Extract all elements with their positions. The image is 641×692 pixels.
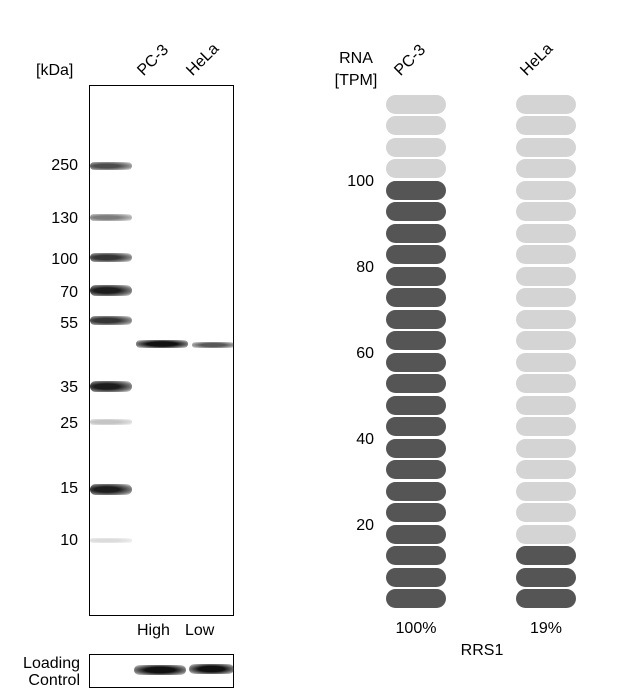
ladder-band <box>90 285 132 296</box>
ladder-band <box>90 253 132 262</box>
ladder-band <box>90 538 132 543</box>
rna-tpm-pill <box>386 309 446 329</box>
rna-tpm-pill <box>516 567 576 587</box>
kda-unit-label: [kDa] <box>36 62 74 79</box>
rna-tpm-pill <box>386 352 446 372</box>
rna-tpm-pill <box>386 524 446 544</box>
ladder-band <box>90 214 132 221</box>
rna-tick-80: 80 <box>356 259 374 276</box>
rna-tpm-pill <box>386 567 446 587</box>
rna-tpm-pill <box>516 202 576 221</box>
pc3-protein-band <box>136 340 188 348</box>
ladder-band <box>90 162 132 170</box>
rna-tpm-pill <box>516 546 576 565</box>
rna-tpm-pill <box>386 202 446 221</box>
rna-tpm-pill <box>386 546 446 565</box>
rna-tpm-pill <box>516 524 576 544</box>
rna-tpm-pill <box>386 481 446 501</box>
rna-axis-title-line2: [TPM] <box>334 72 378 89</box>
rna-tpm-pill <box>516 481 576 501</box>
rna-axis-title-line1: RNA <box>339 50 373 67</box>
lane-label-hela: HeLa <box>183 40 223 80</box>
pc3-loading-band <box>134 665 186 675</box>
western-blot-panel <box>89 85 234 616</box>
rna-tpm-pill <box>386 94 446 114</box>
mw-marker-15: 15 <box>60 480 78 497</box>
hela-protein-band <box>192 342 234 348</box>
loading-control-panel <box>89 654 234 688</box>
rna-tpm-pill <box>386 503 446 522</box>
rna-tpm-pill <box>516 223 576 243</box>
rna-tpm-pill <box>386 137 446 157</box>
rna-tpm-pill <box>386 116 446 135</box>
rna-tpm-pill <box>386 374 446 393</box>
loading-control-label-line1: Loading <box>23 655 80 672</box>
rna-cell-line-pc3: PC-3 <box>391 41 430 80</box>
gene-name-label: RRS1 <box>460 642 504 659</box>
expression-label-high: High <box>137 622 170 639</box>
rna-tpm-pill <box>516 245 576 264</box>
mw-marker-130: 130 <box>51 210 78 227</box>
mw-marker-250: 250 <box>51 157 78 174</box>
rna-tpm-pill <box>386 288 446 307</box>
ladder-band <box>90 419 132 425</box>
rna-tpm-pill <box>516 589 576 608</box>
rna-tpm-pill <box>386 395 446 415</box>
rna-tick-100: 100 <box>347 173 374 190</box>
lane-label-pc3: PC-3 <box>134 41 173 80</box>
rna-tpm-pill <box>386 266 446 286</box>
rna-percent-hela: 19% <box>529 620 563 637</box>
rna-tpm-pill <box>386 180 446 200</box>
rna-tpm-pill <box>516 374 576 393</box>
rna-tpm-pill <box>386 245 446 264</box>
rna-tpm-pill <box>386 589 446 608</box>
rna-tpm-pill <box>516 94 576 114</box>
rna-tpm-pill <box>386 331 446 350</box>
rna-tpm-pill <box>516 460 576 479</box>
rna-tpm-pill <box>516 266 576 286</box>
expression-label-low: Low <box>185 622 215 639</box>
rna-tpm-pill <box>516 180 576 200</box>
rna-tpm-pill <box>516 288 576 307</box>
rna-tpm-pill <box>386 223 446 243</box>
mw-marker-70: 70 <box>60 284 78 301</box>
rna-tpm-pill <box>516 116 576 135</box>
rna-tpm-pill <box>386 417 446 436</box>
mw-marker-35: 35 <box>60 379 78 396</box>
rna-tpm-pill <box>516 438 576 458</box>
rna-tpm-pill <box>516 309 576 329</box>
loading-control-label-line2: Control <box>28 672 80 689</box>
ladder-band <box>90 484 132 495</box>
rna-tick-20: 20 <box>356 517 374 534</box>
rna-tick-40: 40 <box>356 431 374 448</box>
ladder-band <box>90 381 132 392</box>
rna-tpm-pill <box>386 438 446 458</box>
rna-tpm-pill <box>516 331 576 350</box>
ladder-band <box>90 316 132 325</box>
rna-tpm-pill <box>516 159 576 178</box>
rna-tpm-pill <box>516 352 576 372</box>
rna-tpm-pill <box>516 417 576 436</box>
rna-tpm-pill <box>516 503 576 522</box>
rna-percent-pc3: 100% <box>395 620 437 637</box>
mw-marker-25: 25 <box>60 415 78 432</box>
rna-tpm-pill <box>516 137 576 157</box>
rna-tick-60: 60 <box>356 345 374 362</box>
rna-cell-line-hela: HeLa <box>517 40 557 80</box>
hela-loading-band <box>189 664 234 674</box>
mw-marker-10: 10 <box>60 532 78 549</box>
rna-tpm-pill <box>386 159 446 178</box>
mw-marker-55: 55 <box>60 315 78 332</box>
mw-marker-100: 100 <box>51 251 78 268</box>
rna-tpm-pill <box>386 460 446 479</box>
rna-tpm-pill <box>516 395 576 415</box>
